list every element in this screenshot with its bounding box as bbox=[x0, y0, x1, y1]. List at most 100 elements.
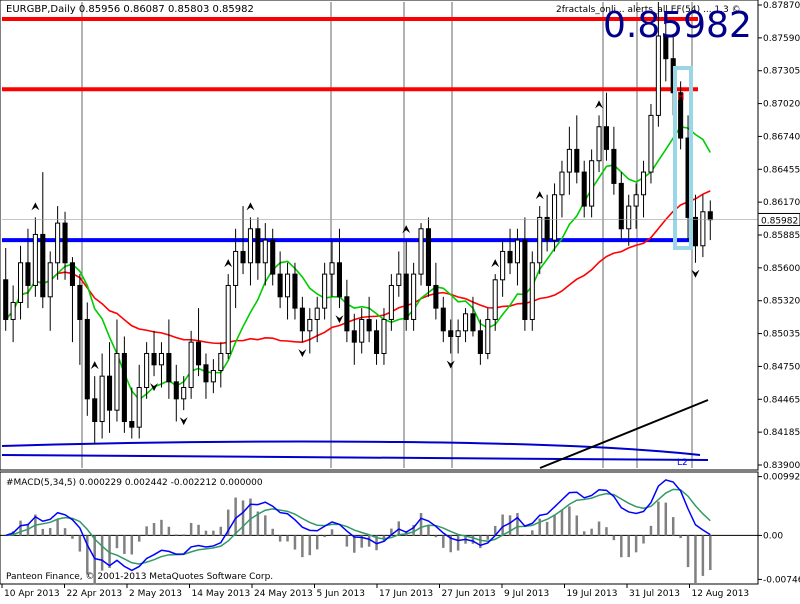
current-price-label: 0.85982 bbox=[761, 216, 798, 226]
macd-label: #MACD(5,34,5) 0.000229 0.002442 -0.00221… bbox=[6, 478, 263, 488]
macd-tick-label: -0.007464 bbox=[763, 575, 800, 585]
candle-bear bbox=[344, 296, 350, 332]
candle-bull bbox=[144, 352, 150, 388]
fractal-up-arrow bbox=[402, 225, 411, 234]
candle-bear bbox=[92, 398, 98, 423]
price-tick-label: 0.87590 bbox=[763, 34, 800, 44]
macd-main-line bbox=[5, 479, 711, 572]
price-tick-label: 0.85885 bbox=[763, 231, 800, 241]
price-panel bbox=[0, 0, 759, 471]
candle-bear bbox=[522, 239, 528, 320]
candle-bear bbox=[277, 273, 283, 298]
fractal-down-arrow bbox=[691, 269, 700, 278]
time-tick-label: 9 Jul 2013 bbox=[504, 589, 549, 599]
candle-bull bbox=[314, 307, 320, 320]
candle-bear bbox=[448, 330, 454, 337]
candle-bull bbox=[552, 194, 558, 241]
level-label-l2: L2 bbox=[677, 458, 688, 468]
price-tick-label: 0.86455 bbox=[763, 165, 800, 175]
fractal-up-arrow bbox=[90, 361, 99, 370]
time-tick-label: 22 Apr 2013 bbox=[67, 589, 123, 599]
fractal-up-arrow bbox=[246, 202, 255, 211]
candle-bull bbox=[55, 222, 61, 264]
support-trend-line bbox=[1, 454, 709, 461]
candle-bear bbox=[581, 171, 587, 207]
candle-bear bbox=[292, 273, 298, 309]
price-tick-label: 0.86740 bbox=[763, 132, 800, 142]
candle-bear bbox=[707, 211, 713, 221]
price-tick-label: 0.85600 bbox=[763, 264, 800, 274]
candle-bear bbox=[544, 216, 550, 241]
candle-bull bbox=[700, 211, 706, 247]
candle-bull bbox=[633, 194, 639, 207]
candle-bull bbox=[188, 341, 194, 388]
macd-signal-line bbox=[5, 488, 711, 565]
time-tick-label: 12 Aug 2013 bbox=[692, 589, 750, 599]
level-label-h: H bbox=[677, 92, 685, 103]
fractal-down-arrow bbox=[335, 315, 344, 324]
trend-line bbox=[539, 399, 709, 469]
macd-tick-label: 0.009929 bbox=[763, 473, 800, 483]
fractal-up-arrow bbox=[595, 100, 604, 109]
fractal-down-arrow bbox=[150, 383, 159, 392]
fractal-down-arrow bbox=[298, 349, 307, 358]
candle-bull bbox=[589, 160, 595, 207]
time-tick-label: 27 Jun 2013 bbox=[442, 589, 496, 599]
price-tick-label: 0.87020 bbox=[763, 100, 800, 110]
candle-bear bbox=[366, 318, 372, 332]
candle-bear bbox=[336, 262, 342, 298]
candle-bear bbox=[477, 330, 483, 354]
candle-bear bbox=[374, 330, 380, 354]
candle-bull bbox=[114, 352, 120, 411]
candle-bear bbox=[255, 228, 261, 264]
candle-bear bbox=[173, 381, 179, 400]
candle-bear bbox=[166, 352, 172, 383]
indicator-label: 2fractals_onli... alerts_all EF(54) ... … bbox=[556, 5, 741, 15]
support-curve-line bbox=[1, 440, 701, 456]
candle-bull bbox=[455, 330, 461, 337]
candle-bull bbox=[388, 284, 394, 320]
candle-bull bbox=[218, 352, 224, 371]
time-tick-label: 17 Jun 2013 bbox=[379, 589, 433, 599]
price-tick-label: 0.84465 bbox=[763, 395, 800, 405]
fractal-up-arrow bbox=[535, 191, 544, 200]
candle-bull bbox=[492, 279, 498, 320]
candle-bear bbox=[25, 262, 31, 286]
candle-bear bbox=[425, 228, 431, 286]
candle-bull bbox=[99, 375, 105, 423]
candle-bull bbox=[32, 233, 38, 286]
candle-bear bbox=[611, 148, 617, 184]
macd-layer bbox=[0, 479, 758, 585]
candle-bull bbox=[262, 239, 268, 264]
candle-bull bbox=[381, 318, 387, 354]
fractal-up-arrow bbox=[491, 259, 500, 268]
candle-bull bbox=[596, 126, 602, 162]
macd-tick-label: 0.00 bbox=[763, 531, 783, 541]
candle-bull bbox=[181, 386, 187, 400]
candle-bear bbox=[40, 233, 46, 298]
ma-slow-line bbox=[5, 190, 711, 345]
candle-bear bbox=[678, 92, 684, 139]
candle-bear bbox=[121, 352, 127, 423]
candle-bear bbox=[663, 35, 669, 60]
price-tick-label: 0.84185 bbox=[763, 428, 800, 438]
candle-bull bbox=[559, 171, 565, 196]
candle-bear bbox=[299, 307, 305, 332]
price-tick-label: 0.86170 bbox=[763, 198, 800, 208]
candle-bull bbox=[233, 250, 239, 286]
candle-bear bbox=[574, 148, 580, 173]
candle-bull bbox=[626, 205, 632, 230]
candle-bull bbox=[329, 262, 335, 275]
candle-bull bbox=[285, 273, 291, 298]
copyright-text: Panteon Finance, © 2001-2013 MetaQuotes … bbox=[6, 572, 273, 582]
candle-bull bbox=[322, 273, 328, 309]
candle-bull bbox=[485, 318, 491, 354]
candle-bear bbox=[351, 330, 357, 343]
current-price-tag bbox=[757, 212, 800, 226]
candle-bear bbox=[62, 222, 68, 264]
candle-bull bbox=[537, 216, 543, 264]
time-tick-label: 10 Apr 2013 bbox=[4, 589, 60, 599]
